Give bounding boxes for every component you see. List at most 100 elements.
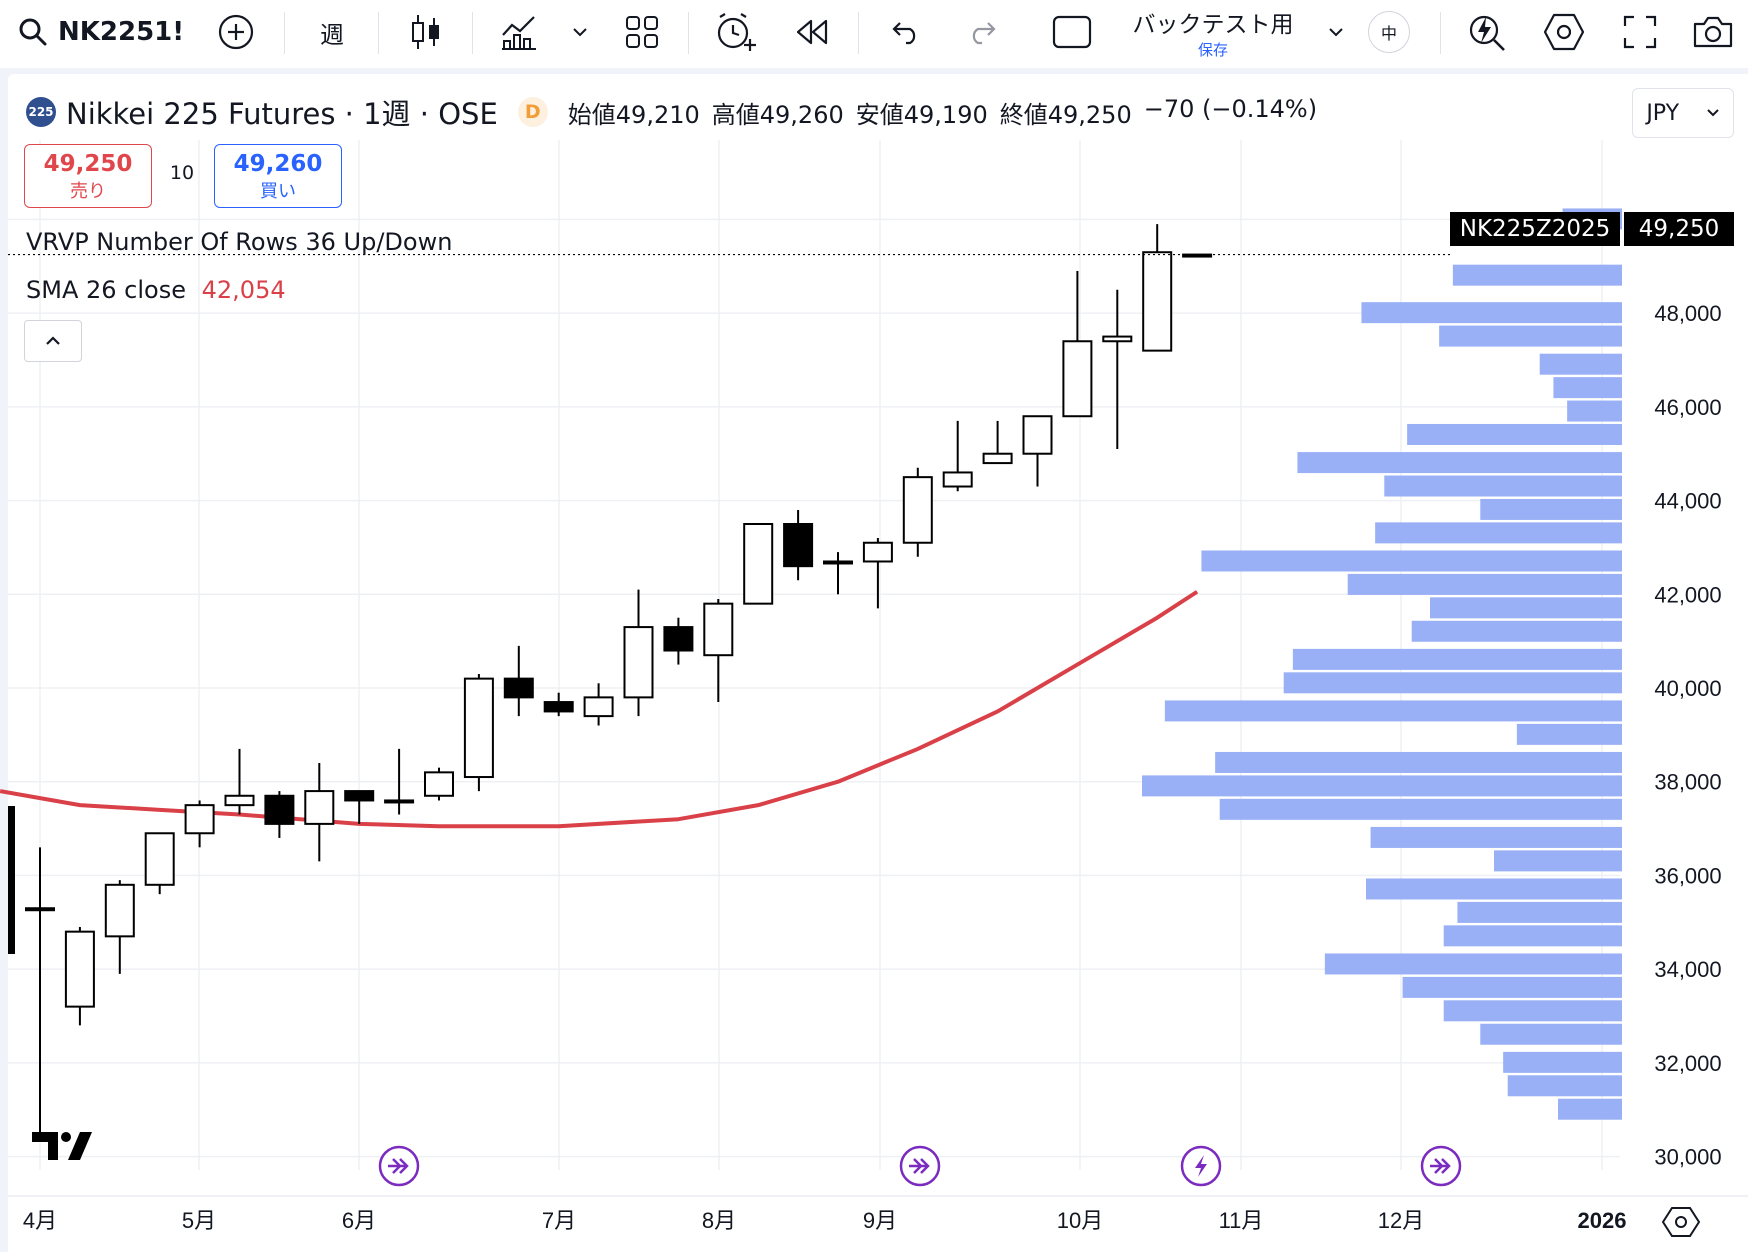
vrvp-bar <box>1297 452 1622 474</box>
snapshot-button[interactable] <box>1688 10 1738 54</box>
redo-button[interactable] <box>960 10 1004 54</box>
dividend-icon[interactable] <box>1420 1145 1462 1187</box>
vrvp-legend[interactable]: VRVP Number Of Rows 36 Up/Down <box>26 228 453 256</box>
chevron-down-icon <box>573 28 587 37</box>
price-axis-label: 40,000 <box>1654 676 1721 701</box>
candle-up[interactable] <box>104 883 135 938</box>
vrvp-bar <box>1480 1023 1622 1045</box>
candle-up[interactable] <box>1182 253 1213 258</box>
candle-up[interactable] <box>902 476 933 544</box>
ohlc-values: 始値49,210 高値49,260 安値49,190 終値49,250 −70 … <box>568 95 1317 130</box>
scroll-edge-marker <box>8 806 15 954</box>
candle-down[interactable] <box>344 790 375 802</box>
candle-up[interactable] <box>862 541 893 563</box>
currency-select[interactable]: JPY <box>1632 88 1734 138</box>
candle-up[interactable] <box>384 799 415 804</box>
candle-up[interactable] <box>1102 335 1133 343</box>
interval-button[interactable]: 週 <box>320 20 344 49</box>
candle-up[interactable] <box>1022 415 1053 455</box>
chart-type-button[interactable] <box>404 10 448 54</box>
buy-label: 買い <box>260 181 296 202</box>
candle-up[interactable] <box>1062 340 1093 418</box>
spread-value: 10 <box>169 162 195 184</box>
layout-color-button[interactable] <box>1048 10 1096 54</box>
indicators-dropdown[interactable] <box>566 10 594 54</box>
dividend-icon[interactable] <box>899 1145 941 1187</box>
layouts-button[interactable] <box>620 10 664 54</box>
buy-button[interactable]: 49,260 買い <box>214 144 342 208</box>
candle-up[interactable] <box>224 794 255 807</box>
candle-up[interactable] <box>743 523 774 605</box>
candle-up[interactable] <box>823 560 853 565</box>
vrvp-bar <box>1494 850 1622 872</box>
fullscreen-button[interactable] <box>1616 10 1664 54</box>
candle-up[interactable] <box>304 790 335 825</box>
sma-legend[interactable]: SMA 26 close 42,054 <box>26 276 286 304</box>
time-axis-label: 9月 <box>863 1208 897 1233</box>
vrvp-bar <box>1439 325 1622 347</box>
indicators-button[interactable] <box>498 10 542 54</box>
fullscreen-icon <box>1623 15 1657 49</box>
collapse-legend-button[interactable] <box>24 320 82 362</box>
candle-up[interactable] <box>1142 251 1173 352</box>
layout-name-button[interactable]: バックテスト用 保存 <box>1118 10 1308 59</box>
vrvp-bar <box>1384 475 1622 497</box>
grid-layout-icon <box>626 16 658 48</box>
top-toolbar: NK2251! 週 バックテスト用 保存 中 <box>0 0 1748 68</box>
quick-search-button[interactable] <box>1464 10 1512 54</box>
delay-badge[interactable]: D <box>517 97 548 127</box>
price-axis-label: 44,000 <box>1654 489 1721 514</box>
candle-down[interactable] <box>543 701 574 713</box>
toolbar-divider <box>378 12 379 54</box>
replay-button[interactable] <box>790 10 834 54</box>
candle-up[interactable] <box>703 602 734 657</box>
symbol-label: NK2251! <box>58 17 185 47</box>
symbol-title[interactable]: Nikkei 225 Futures · 1週 · OSE <box>66 97 498 131</box>
price-axis-label: 46,000 <box>1654 395 1721 420</box>
scale-settings-icon[interactable] <box>1661 1207 1701 1237</box>
candle-up[interactable] <box>144 832 175 886</box>
vrvp-bar <box>1361 302 1622 324</box>
candle-up[interactable] <box>583 696 614 718</box>
candle-up[interactable] <box>942 471 973 488</box>
price-axis-label: 32,000 <box>1654 1051 1721 1076</box>
rectangle-icon <box>1052 15 1092 49</box>
vrvp-bar <box>1219 798 1622 820</box>
symbol-search-button[interactable]: NK2251! <box>18 10 186 54</box>
settings-hex-icon <box>1543 13 1585 51</box>
time-axis-label: 6月 <box>342 1208 376 1233</box>
sma-value: 42,054 <box>201 276 286 304</box>
language-button[interactable]: 中 <box>1366 10 1412 54</box>
sell-button[interactable]: 49,250 売り <box>24 144 152 208</box>
candle-up[interactable] <box>982 452 1013 465</box>
earnings-flash-icon[interactable] <box>1180 1145 1222 1187</box>
candle-up[interactable] <box>64 930 95 1008</box>
dividend-icon[interactable] <box>378 1145 420 1187</box>
candle-down[interactable] <box>663 626 694 652</box>
candle-down[interactable] <box>783 523 814 568</box>
candle-down[interactable] <box>503 677 534 699</box>
vrvp-bar <box>1402 976 1622 998</box>
time-axis-label: 11月 <box>1219 1208 1264 1233</box>
settings-button[interactable] <box>1540 10 1588 54</box>
undo-icon <box>892 22 916 45</box>
candle-up[interactable] <box>623 626 654 699</box>
rewind-icon <box>796 19 828 45</box>
candle-up[interactable] <box>184 804 215 835</box>
time-axis-label: 2026 <box>1578 1208 1627 1233</box>
indicators-icon <box>502 16 536 50</box>
change-value: −70 (−0.14%) <box>1143 94 1318 123</box>
last-price-tag: 49,250 <box>1624 212 1734 246</box>
candle-down[interactable] <box>264 794 295 825</box>
undo-button[interactable] <box>884 10 928 54</box>
alarm-clock-plus-icon <box>717 13 756 51</box>
alert-button[interactable] <box>712 10 760 54</box>
candle-up[interactable] <box>25 907 55 912</box>
layout-dropdown[interactable] <box>1322 10 1350 54</box>
compare-symbol-button[interactable] <box>214 10 258 54</box>
time-axis-label: 7月 <box>542 1208 576 1233</box>
candle-up[interactable] <box>424 771 454 797</box>
candle-up[interactable] <box>463 677 494 779</box>
sell-label: 売り <box>70 181 106 202</box>
